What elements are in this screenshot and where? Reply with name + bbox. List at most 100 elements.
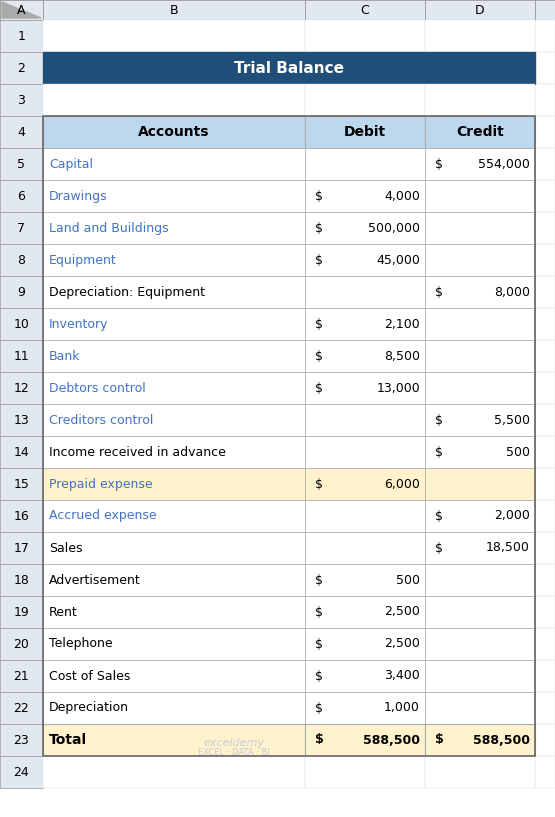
Bar xyxy=(305,276,425,308)
Bar xyxy=(425,660,535,692)
Bar xyxy=(425,276,535,308)
Bar xyxy=(535,52,555,84)
Bar xyxy=(43,692,305,724)
Text: 2,000: 2,000 xyxy=(494,510,530,523)
Bar xyxy=(0,276,43,308)
Bar xyxy=(43,340,305,372)
Text: Rent: Rent xyxy=(49,605,78,618)
Bar xyxy=(305,212,425,244)
Bar xyxy=(425,596,535,628)
Bar xyxy=(0,628,43,660)
Bar xyxy=(535,692,555,724)
Bar xyxy=(425,372,535,404)
Text: Prepaid expense: Prepaid expense xyxy=(49,477,153,490)
Bar xyxy=(43,404,305,436)
Bar xyxy=(535,0,555,20)
Text: Debtors control: Debtors control xyxy=(49,382,146,395)
Text: Cost of Sales: Cost of Sales xyxy=(49,669,130,682)
Bar xyxy=(425,84,535,116)
Text: 7: 7 xyxy=(18,221,26,234)
Bar xyxy=(425,308,535,340)
Text: 5,500: 5,500 xyxy=(494,413,530,426)
Text: 500,000: 500,000 xyxy=(368,221,420,234)
Text: 45,000: 45,000 xyxy=(376,253,420,266)
Bar xyxy=(305,116,425,148)
Text: $: $ xyxy=(315,350,323,363)
Bar xyxy=(0,724,43,756)
Bar xyxy=(0,372,43,404)
Text: 20: 20 xyxy=(13,637,29,650)
Text: 18: 18 xyxy=(13,574,29,587)
Text: $: $ xyxy=(315,190,323,203)
Bar xyxy=(43,596,305,628)
Text: 10: 10 xyxy=(13,318,29,331)
Bar xyxy=(305,180,425,212)
Bar xyxy=(0,692,43,724)
Bar xyxy=(535,212,555,244)
Bar xyxy=(305,84,425,116)
Bar xyxy=(535,84,555,116)
Bar xyxy=(535,340,555,372)
Text: $: $ xyxy=(315,637,323,650)
Bar xyxy=(535,244,555,276)
Text: 1,000: 1,000 xyxy=(384,702,420,715)
Bar xyxy=(425,0,535,20)
Text: $: $ xyxy=(435,445,443,458)
Bar xyxy=(535,660,555,692)
Text: Drawings: Drawings xyxy=(49,190,108,203)
Bar xyxy=(535,20,555,52)
Text: 5: 5 xyxy=(18,158,26,171)
Text: Income received in advance: Income received in advance xyxy=(49,445,226,458)
Bar xyxy=(43,660,305,692)
Bar xyxy=(305,724,425,756)
Text: $: $ xyxy=(435,413,443,426)
Bar xyxy=(0,500,43,532)
Bar xyxy=(43,116,305,148)
Bar xyxy=(0,116,43,148)
Bar xyxy=(0,756,43,788)
Text: C: C xyxy=(361,3,370,16)
Bar xyxy=(535,532,555,564)
Text: B: B xyxy=(170,3,178,16)
Bar xyxy=(0,20,43,52)
Text: $: $ xyxy=(315,669,323,682)
Text: 2,500: 2,500 xyxy=(384,605,420,618)
Text: Inventory: Inventory xyxy=(49,318,108,331)
Text: EXCEL · DATA · BI: EXCEL · DATA · BI xyxy=(198,748,270,757)
Bar xyxy=(0,0,43,20)
Text: $: $ xyxy=(315,221,323,234)
Text: Telephone: Telephone xyxy=(49,637,113,650)
Text: 4,000: 4,000 xyxy=(384,190,420,203)
Bar xyxy=(43,180,305,212)
Bar xyxy=(305,20,425,52)
Bar xyxy=(305,564,425,596)
Bar xyxy=(43,52,535,84)
Text: 14: 14 xyxy=(14,445,29,458)
Bar xyxy=(0,436,43,468)
Text: $: $ xyxy=(435,542,443,555)
Text: $: $ xyxy=(315,382,323,395)
Bar xyxy=(0,148,43,180)
Bar xyxy=(43,532,305,564)
Bar xyxy=(43,84,305,116)
Text: A: A xyxy=(17,3,26,16)
Bar xyxy=(305,500,425,532)
Bar xyxy=(305,692,425,724)
Bar xyxy=(425,436,535,468)
Bar xyxy=(43,20,305,52)
Bar xyxy=(425,180,535,212)
Bar xyxy=(43,372,305,404)
Text: 17: 17 xyxy=(13,542,29,555)
Text: 9: 9 xyxy=(18,285,26,298)
Bar xyxy=(305,372,425,404)
Text: 2: 2 xyxy=(18,61,26,74)
Text: 2,100: 2,100 xyxy=(384,318,420,331)
Text: Creditors control: Creditors control xyxy=(49,413,153,426)
Bar xyxy=(0,308,43,340)
Bar xyxy=(535,564,555,596)
Text: Equipment: Equipment xyxy=(49,253,117,266)
Text: $: $ xyxy=(315,477,323,490)
Bar xyxy=(535,628,555,660)
Text: 6,000: 6,000 xyxy=(384,477,420,490)
Text: Accounts: Accounts xyxy=(138,125,210,139)
